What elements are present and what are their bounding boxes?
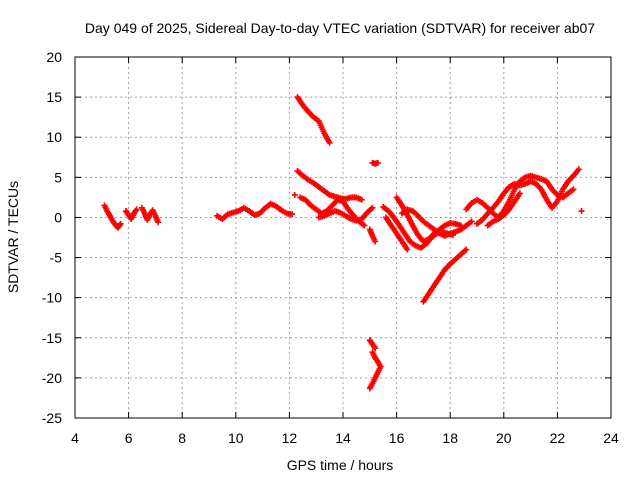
- y-tick-labels: 20 15 10 5 0 -5 -10 -15 -20 -25: [42, 49, 62, 426]
- grid-lines: [75, 57, 611, 418]
- y-tick-label: -15: [42, 330, 62, 346]
- y-tick-label: 15: [46, 89, 62, 105]
- data-point: [289, 211, 296, 218]
- data-point: [578, 208, 585, 215]
- data-point: [404, 246, 411, 253]
- x-tick-label: 24: [603, 430, 619, 446]
- y-tick-label: -10: [42, 290, 62, 306]
- y-tick-label: 20: [46, 49, 62, 65]
- x-tick-label: 12: [282, 430, 298, 446]
- data-point: [155, 219, 162, 226]
- data-point: [366, 385, 373, 392]
- y-tick-label: -25: [42, 410, 62, 426]
- x-tick-label: 22: [550, 430, 566, 446]
- y-tick-label: -5: [50, 250, 63, 266]
- data-point: [369, 204, 376, 211]
- y-tick-label: 5: [54, 169, 62, 185]
- y-axis-label: SDTVAR / TECUs: [5, 181, 21, 293]
- data-point: [516, 190, 523, 197]
- axis-ticks: [74, 56, 612, 419]
- data-point: [361, 222, 368, 229]
- x-tick-label: 4: [71, 430, 79, 446]
- y-tick-label: 10: [46, 129, 62, 145]
- data-point: [575, 166, 582, 173]
- x-tick-label: 16: [389, 430, 405, 446]
- data-point: [570, 186, 577, 193]
- y-tick-label: -20: [42, 370, 62, 386]
- data-point: [468, 218, 475, 225]
- data-point: [358, 196, 365, 203]
- x-axis-label: GPS time / hours: [287, 457, 394, 473]
- x-tick-label: 18: [442, 430, 458, 446]
- data-point: [117, 220, 124, 227]
- data-point: [326, 139, 333, 146]
- data-point: [372, 238, 379, 245]
- y-tick-label: 0: [54, 209, 62, 225]
- x-tick-labels: 4 6 8 10 12 14 16 18 20 22 24: [71, 430, 619, 446]
- x-tick-label: 10: [228, 430, 244, 446]
- x-tick-label: 8: [178, 430, 186, 446]
- x-tick-label: 20: [496, 430, 512, 446]
- x-tick-label: 6: [125, 430, 133, 446]
- x-tick-label: 14: [335, 430, 351, 446]
- data-points: [101, 94, 585, 392]
- data-point: [372, 345, 379, 352]
- data-point: [374, 159, 381, 166]
- data-point: [133, 206, 140, 213]
- data-point: [463, 246, 470, 253]
- chart-title: Day 049 of 2025, Sidereal Day-to-day VTE…: [85, 20, 595, 36]
- data-point: [291, 191, 298, 198]
